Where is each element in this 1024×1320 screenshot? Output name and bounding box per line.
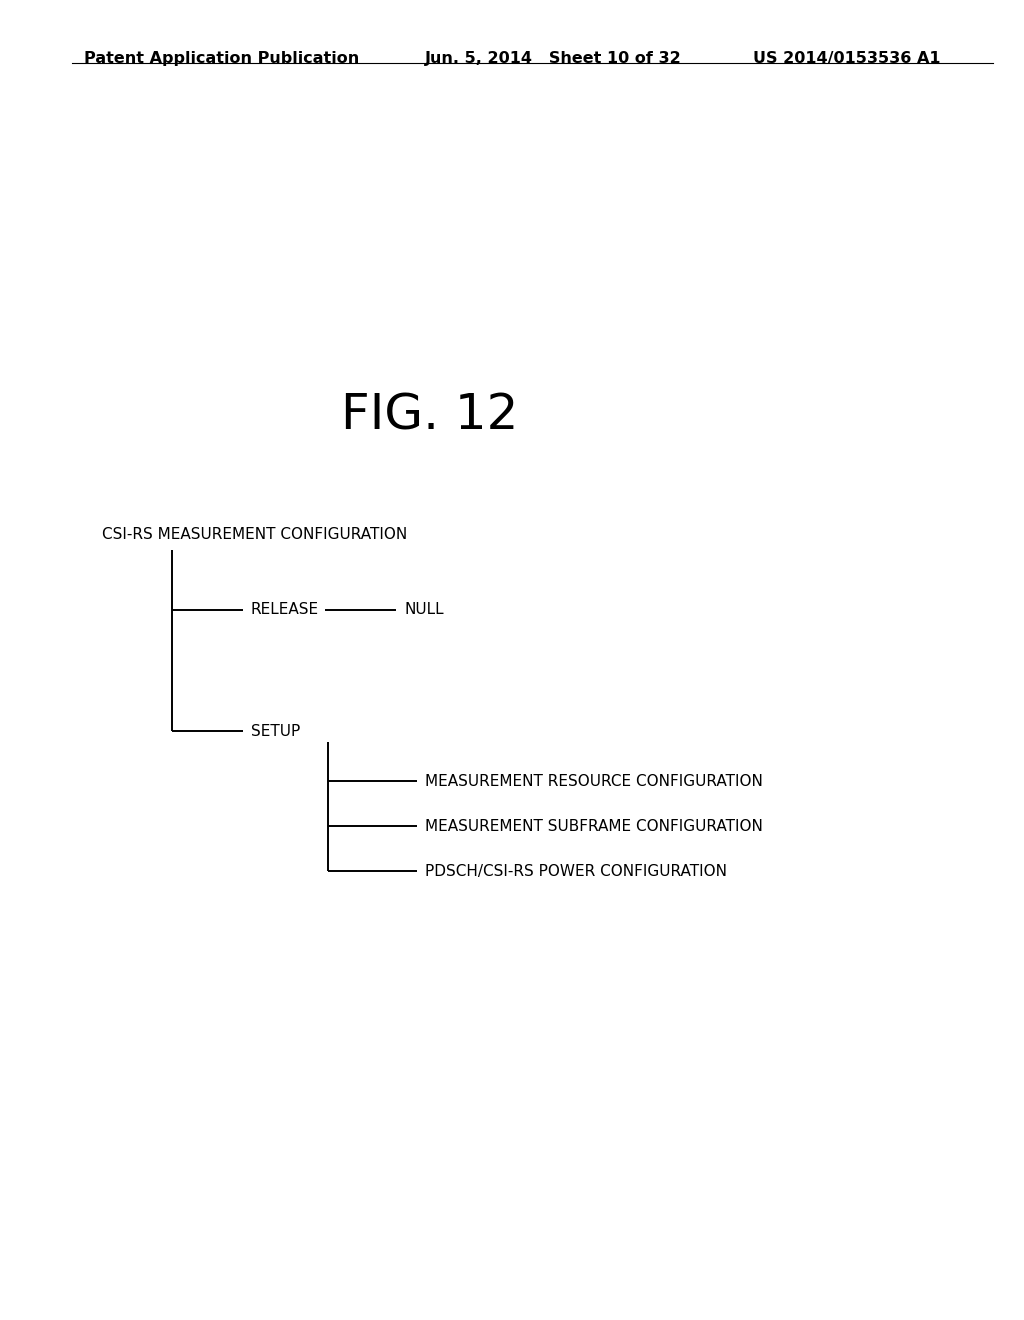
- Text: Jun. 5, 2014   Sheet 10 of 32: Jun. 5, 2014 Sheet 10 of 32: [425, 51, 682, 66]
- Text: RELEASE: RELEASE: [251, 602, 319, 618]
- Text: NULL: NULL: [404, 602, 444, 618]
- Text: CSI-RS MEASUREMENT CONFIGURATION: CSI-RS MEASUREMENT CONFIGURATION: [102, 527, 408, 543]
- Text: Patent Application Publication: Patent Application Publication: [84, 51, 359, 66]
- Text: MEASUREMENT SUBFRAME CONFIGURATION: MEASUREMENT SUBFRAME CONFIGURATION: [425, 818, 763, 834]
- Text: PDSCH/CSI-RS POWER CONFIGURATION: PDSCH/CSI-RS POWER CONFIGURATION: [425, 863, 727, 879]
- Text: SETUP: SETUP: [251, 723, 300, 739]
- Text: FIG. 12: FIG. 12: [341, 392, 519, 440]
- Text: US 2014/0153536 A1: US 2014/0153536 A1: [753, 51, 940, 66]
- Text: MEASUREMENT RESOURCE CONFIGURATION: MEASUREMENT RESOURCE CONFIGURATION: [425, 774, 763, 789]
